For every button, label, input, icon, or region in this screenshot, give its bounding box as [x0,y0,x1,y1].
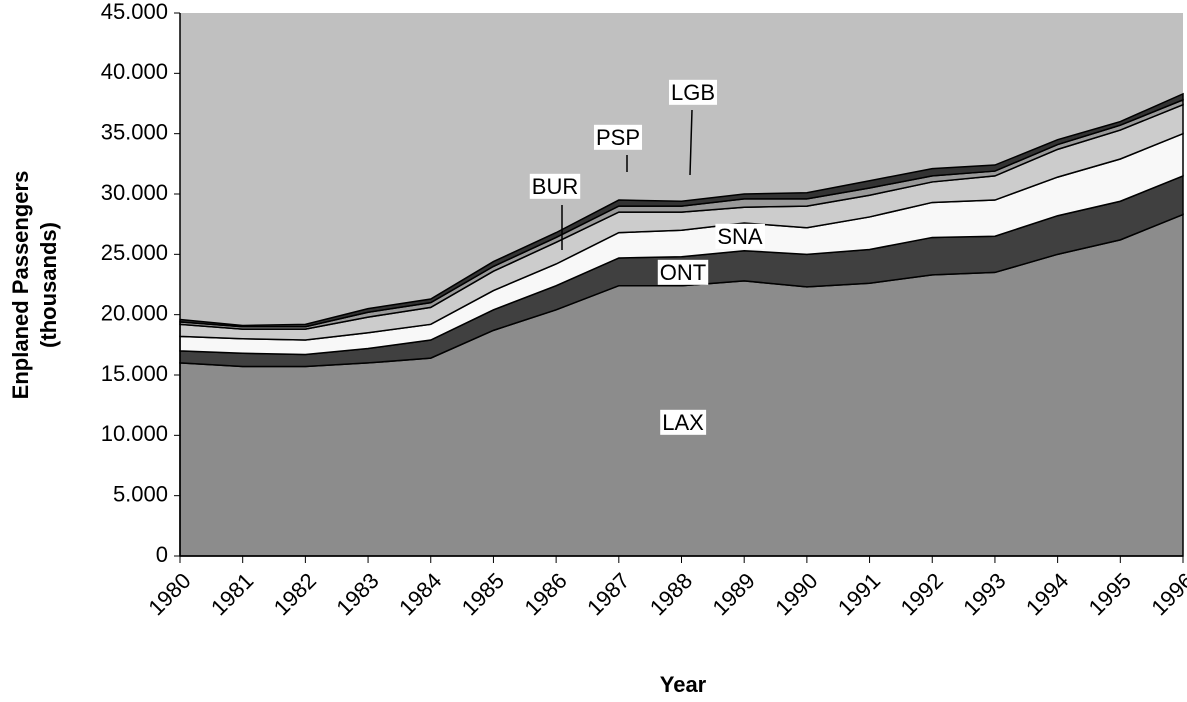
x-tick-label: 1981 [206,568,258,620]
x-tick-label: 1990 [770,568,822,620]
label-background [593,124,643,150]
y-axis-title: Enplaned Passengers [8,171,33,400]
y-tick-label: 45.000 [101,0,168,24]
x-tick-label: 1985 [457,568,509,620]
y-tick-label: 5.000 [113,481,168,506]
x-tick-label: 1983 [331,568,383,620]
area [179,92,1184,328]
x-tick-label: 1984 [394,568,446,620]
y-tick-label: 25.000 [101,240,168,265]
x-tick-label: 1989 [708,568,760,620]
y-tick-label: 20.000 [101,300,168,325]
label-background [660,409,707,435]
y-tick-label: 10.000 [101,421,168,446]
y-tick-label: 40.000 [101,59,168,84]
x-axis-title: Year [660,672,707,697]
series-label: LAX [662,410,704,435]
x-tick-label: 1994 [1021,568,1073,620]
y-axis-title: (thousands) [36,222,61,348]
series-label: LGB [671,80,715,105]
x-tick-label: 1980 [143,568,195,620]
label-background [715,223,765,249]
series-label: BUR [532,174,578,199]
x-tick-label: 1996 [1146,568,1187,620]
x-tick-label: 1991 [833,568,885,620]
y-tick-label: 15.000 [101,361,168,386]
y-tick-label: 30.000 [101,180,168,205]
x-tick-label: 1987 [582,568,634,620]
series-label: SNA [717,224,763,249]
y-tick-label: 0 [156,542,168,567]
x-tick-label: 1988 [645,568,697,620]
label-background [529,173,581,199]
series-label: ONT [660,260,706,285]
y-tick-label: 35.000 [101,119,168,144]
x-tick-label: 1986 [519,568,571,620]
series-label: PSP [596,125,640,150]
x-tick-label: 1993 [958,568,1010,620]
leader-line [689,109,693,176]
x-tick-label: 1995 [1084,568,1136,620]
x-tick-label: 1992 [896,568,948,620]
label-background [657,259,709,285]
label-background [668,79,718,105]
x-tick-label: 1982 [269,568,321,620]
